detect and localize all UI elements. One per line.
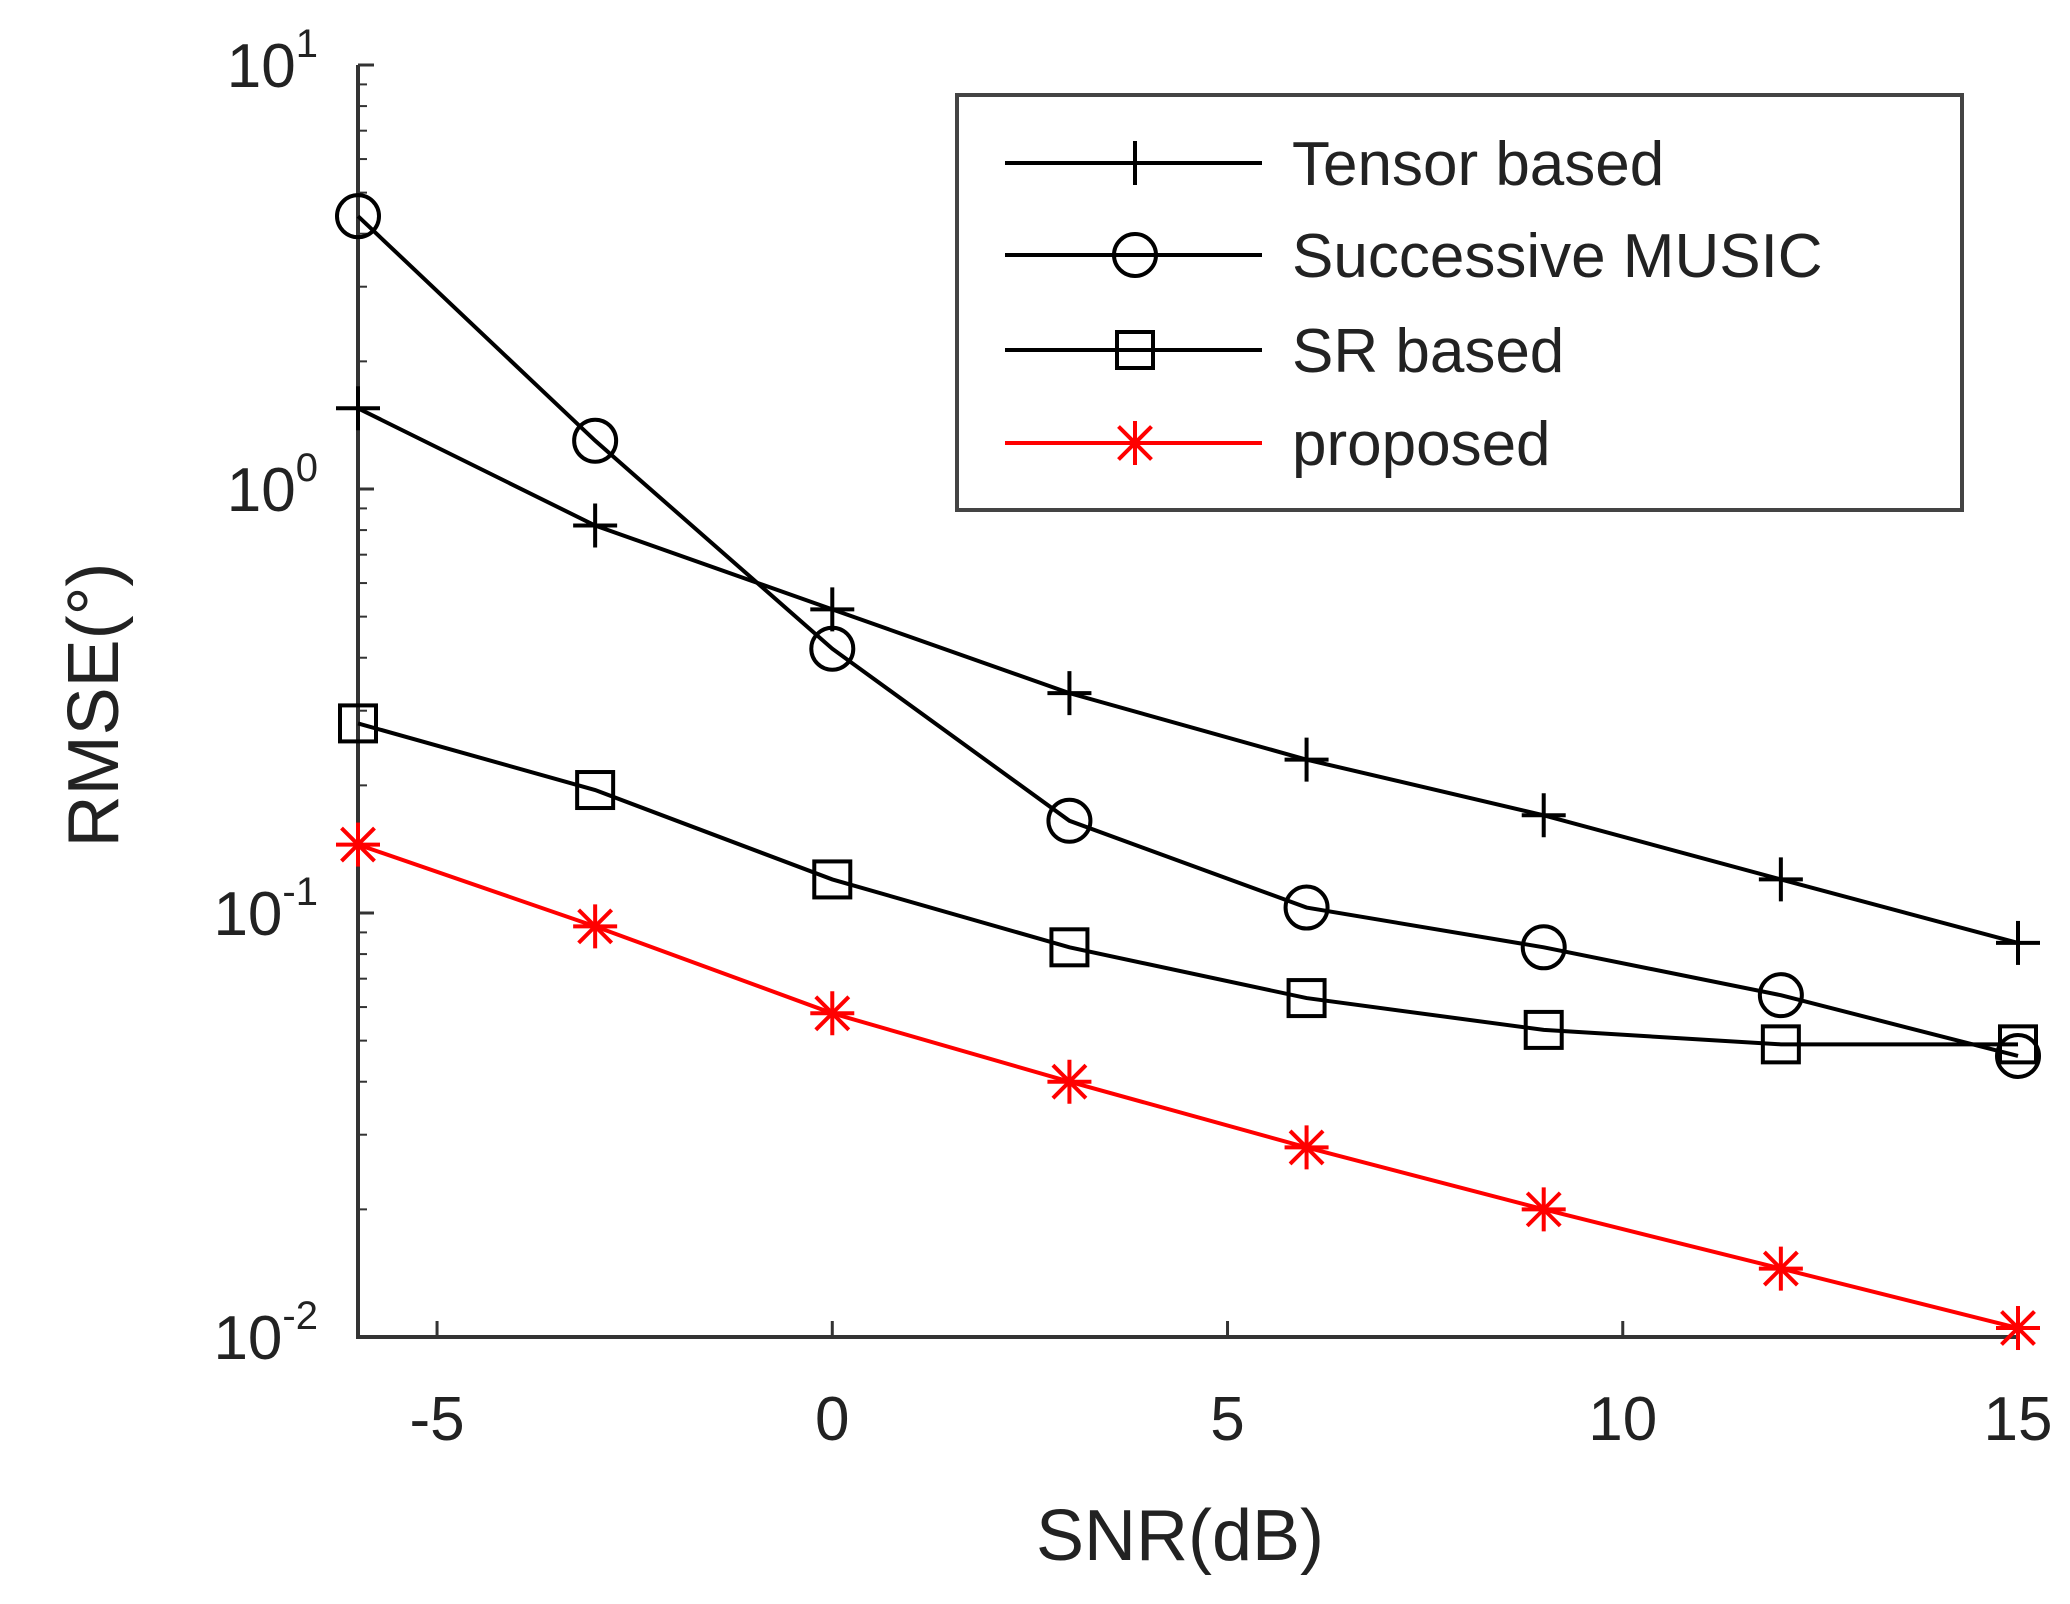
x-tick-label: 10 — [1588, 1385, 1657, 1454]
data-point — [1046, 797, 1093, 844]
data-point — [335, 193, 381, 240]
data-point — [573, 904, 618, 949]
data-point — [575, 770, 616, 811]
data-point — [810, 991, 855, 1036]
data-point — [338, 703, 378, 744]
legend-label: Tensor based — [1292, 130, 1664, 199]
data-point — [336, 386, 380, 431]
y-axis-title: RMSE(°) — [54, 563, 134, 848]
data-point — [810, 587, 855, 632]
data-point — [1758, 1246, 1803, 1291]
legend-item: proposed — [1005, 410, 1551, 479]
data-point — [1286, 978, 1327, 1019]
data-point — [1757, 972, 1804, 1019]
x-tick-label: 0 — [815, 1385, 849, 1454]
data-point — [1049, 927, 1090, 968]
series-tensor-based — [336, 386, 2040, 965]
data-point — [1047, 671, 1092, 716]
data-point — [336, 822, 380, 867]
x-tick-label: 5 — [1210, 1385, 1244, 1454]
series-sr-based — [338, 703, 2038, 1065]
data-point — [1758, 857, 1803, 902]
data-point — [1998, 1024, 2038, 1065]
data-point — [1521, 1187, 1566, 1232]
data-point — [1521, 793, 1566, 838]
data-point — [573, 503, 618, 548]
legend-marker — [1113, 421, 1157, 465]
x-tick-labels: -5 0 5 10 15 — [409, 1385, 2052, 1454]
data-point — [809, 625, 856, 672]
data-point — [1047, 1059, 1092, 1104]
y-tick-label: 100 — [227, 446, 318, 525]
series-line — [357, 721, 2018, 1047]
legend: Tensor based Successive MUSIC SR based prop… — [955, 93, 1964, 512]
data-point — [1284, 1125, 1329, 1170]
series-line — [356, 214, 2019, 1058]
data-point — [1995, 1032, 2041, 1079]
axes — [356, 65, 2018, 1339]
data-point — [572, 417, 619, 464]
legend-marker — [1113, 141, 1157, 185]
y-tick-label: 10-1 — [213, 870, 318, 949]
legend-label: SR based — [1292, 317, 1564, 386]
y-tick-labels: 10-2 10-1 100 101 — [213, 22, 318, 1373]
x-axis-title: SNR(dB) — [1036, 1496, 1324, 1576]
y-tick-label: 10-2 — [213, 1294, 318, 1373]
legend-marker — [1112, 232, 1158, 278]
x-tick-label: -5 — [409, 1385, 464, 1454]
series-line — [357, 842, 2019, 1330]
legend-marker — [1115, 330, 1155, 370]
data-point — [812, 859, 853, 900]
series-proposed — [336, 822, 2040, 1351]
data-point — [1760, 1024, 1801, 1065]
legend-item: Successive MUSIC — [1005, 222, 1823, 291]
data-point — [1283, 884, 1330, 931]
legend-item: SR based — [1005, 317, 1564, 386]
legend-label: Successive MUSIC — [1292, 222, 1823, 291]
series-line — [357, 406, 2019, 945]
y-tick-label: 101 — [227, 22, 318, 101]
series — [335, 193, 2041, 1351]
data-point — [1284, 737, 1329, 782]
data-point — [1996, 1306, 2040, 1351]
legend-item: Tensor based — [1005, 130, 1664, 199]
data-point — [1523, 1009, 1564, 1050]
x-tick-label: 15 — [1984, 1385, 2053, 1454]
data-point — [1520, 924, 1567, 971]
legend-label: proposed — [1292, 410, 1551, 479]
data-point — [1996, 920, 2040, 965]
series-successive-music — [335, 193, 2041, 1079]
